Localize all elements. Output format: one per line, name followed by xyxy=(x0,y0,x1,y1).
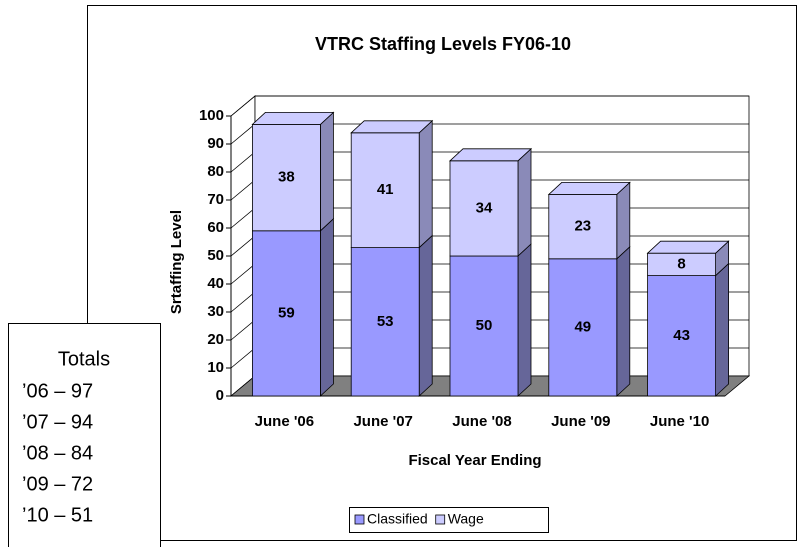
data-label: 50 xyxy=(476,317,493,334)
bar-top xyxy=(251,112,335,125)
data-label: 23 xyxy=(574,218,591,235)
legend xyxy=(349,507,549,533)
bar xyxy=(251,124,321,232)
y-tick-label: 80 xyxy=(207,163,224,180)
legend-label: Classified xyxy=(367,511,428,527)
totals-title: Totals xyxy=(58,348,110,370)
bar-side xyxy=(715,262,729,397)
data-label: 8 xyxy=(677,255,685,272)
data-label: 49 xyxy=(574,318,591,335)
bar-top xyxy=(547,181,631,195)
x-tick-label: June '10 xyxy=(650,413,709,430)
y-tick-label: 10 xyxy=(207,359,224,376)
y-tick-label: 90 xyxy=(207,135,224,152)
bar-side xyxy=(616,181,631,260)
y-tick-label: 60 xyxy=(207,219,224,236)
y-tick-label: 30 xyxy=(207,303,224,320)
totals-lines: ’06 – 97 ’07 – 94 ’08 – 84 ’09 – 72 ’10 – 51 xyxy=(22,380,93,526)
totals-box xyxy=(8,323,161,547)
bar xyxy=(350,132,420,249)
bar-top xyxy=(646,240,730,254)
totals-line: ’08 – 84 xyxy=(22,442,93,464)
bar-top xyxy=(448,148,533,162)
bar-side xyxy=(319,111,334,232)
totals-line: ’06 – 97 xyxy=(22,380,93,402)
bar xyxy=(251,230,321,397)
data-label: 59 xyxy=(278,304,295,321)
y-tick-label: 70 xyxy=(207,191,224,208)
x-tick-label: June '09 xyxy=(551,413,610,430)
plot: 0 10 20 30 40 50 60 70 80 90 100 June '06 59 38 June '… xyxy=(199,95,751,430)
totals-line: ’09 – 72 xyxy=(22,473,93,495)
bar-side xyxy=(319,217,334,397)
x-tick-label: June '07 xyxy=(353,413,412,430)
x-axis-label: Fiscal Year Ending xyxy=(408,452,541,469)
bar-top xyxy=(350,120,434,134)
bar-side xyxy=(517,243,532,397)
bar xyxy=(449,255,519,397)
y-axis-label: Srtaffing Level xyxy=(168,210,185,314)
bar-side xyxy=(616,245,631,397)
legend-label: Wage xyxy=(448,511,484,527)
x-tick-label: June '06 xyxy=(255,413,314,430)
data-label: 34 xyxy=(476,199,493,216)
bar xyxy=(449,160,519,257)
data-label: 43 xyxy=(673,327,690,344)
y-tick-label: 100 xyxy=(199,107,224,124)
totals-line: ’07 – 94 xyxy=(22,411,93,433)
totals-line: ’10 – 51 xyxy=(22,504,93,526)
y-tick-label: 50 xyxy=(207,247,224,264)
y-tick-label: 40 xyxy=(207,275,224,292)
grid-line xyxy=(230,95,749,117)
legend-items: Classified Wage xyxy=(354,511,484,527)
y-tick-label: 20 xyxy=(207,331,224,348)
bar xyxy=(647,275,716,397)
bar xyxy=(350,247,420,397)
bar-side xyxy=(517,147,532,257)
y-tick-label: 0 xyxy=(216,387,224,404)
data-label: 41 xyxy=(377,181,394,198)
data-label: 53 xyxy=(377,313,394,330)
bar xyxy=(548,193,618,260)
legend-swatch xyxy=(435,514,446,525)
bar xyxy=(548,258,618,397)
bar-side xyxy=(418,119,433,249)
data-label: 38 xyxy=(278,169,295,186)
chart-title: VTRC Staffing Levels FY06-10 xyxy=(315,34,571,54)
x-tick-label: June '08 xyxy=(452,413,511,430)
legend-swatch xyxy=(354,514,365,525)
bar-side xyxy=(418,234,433,397)
